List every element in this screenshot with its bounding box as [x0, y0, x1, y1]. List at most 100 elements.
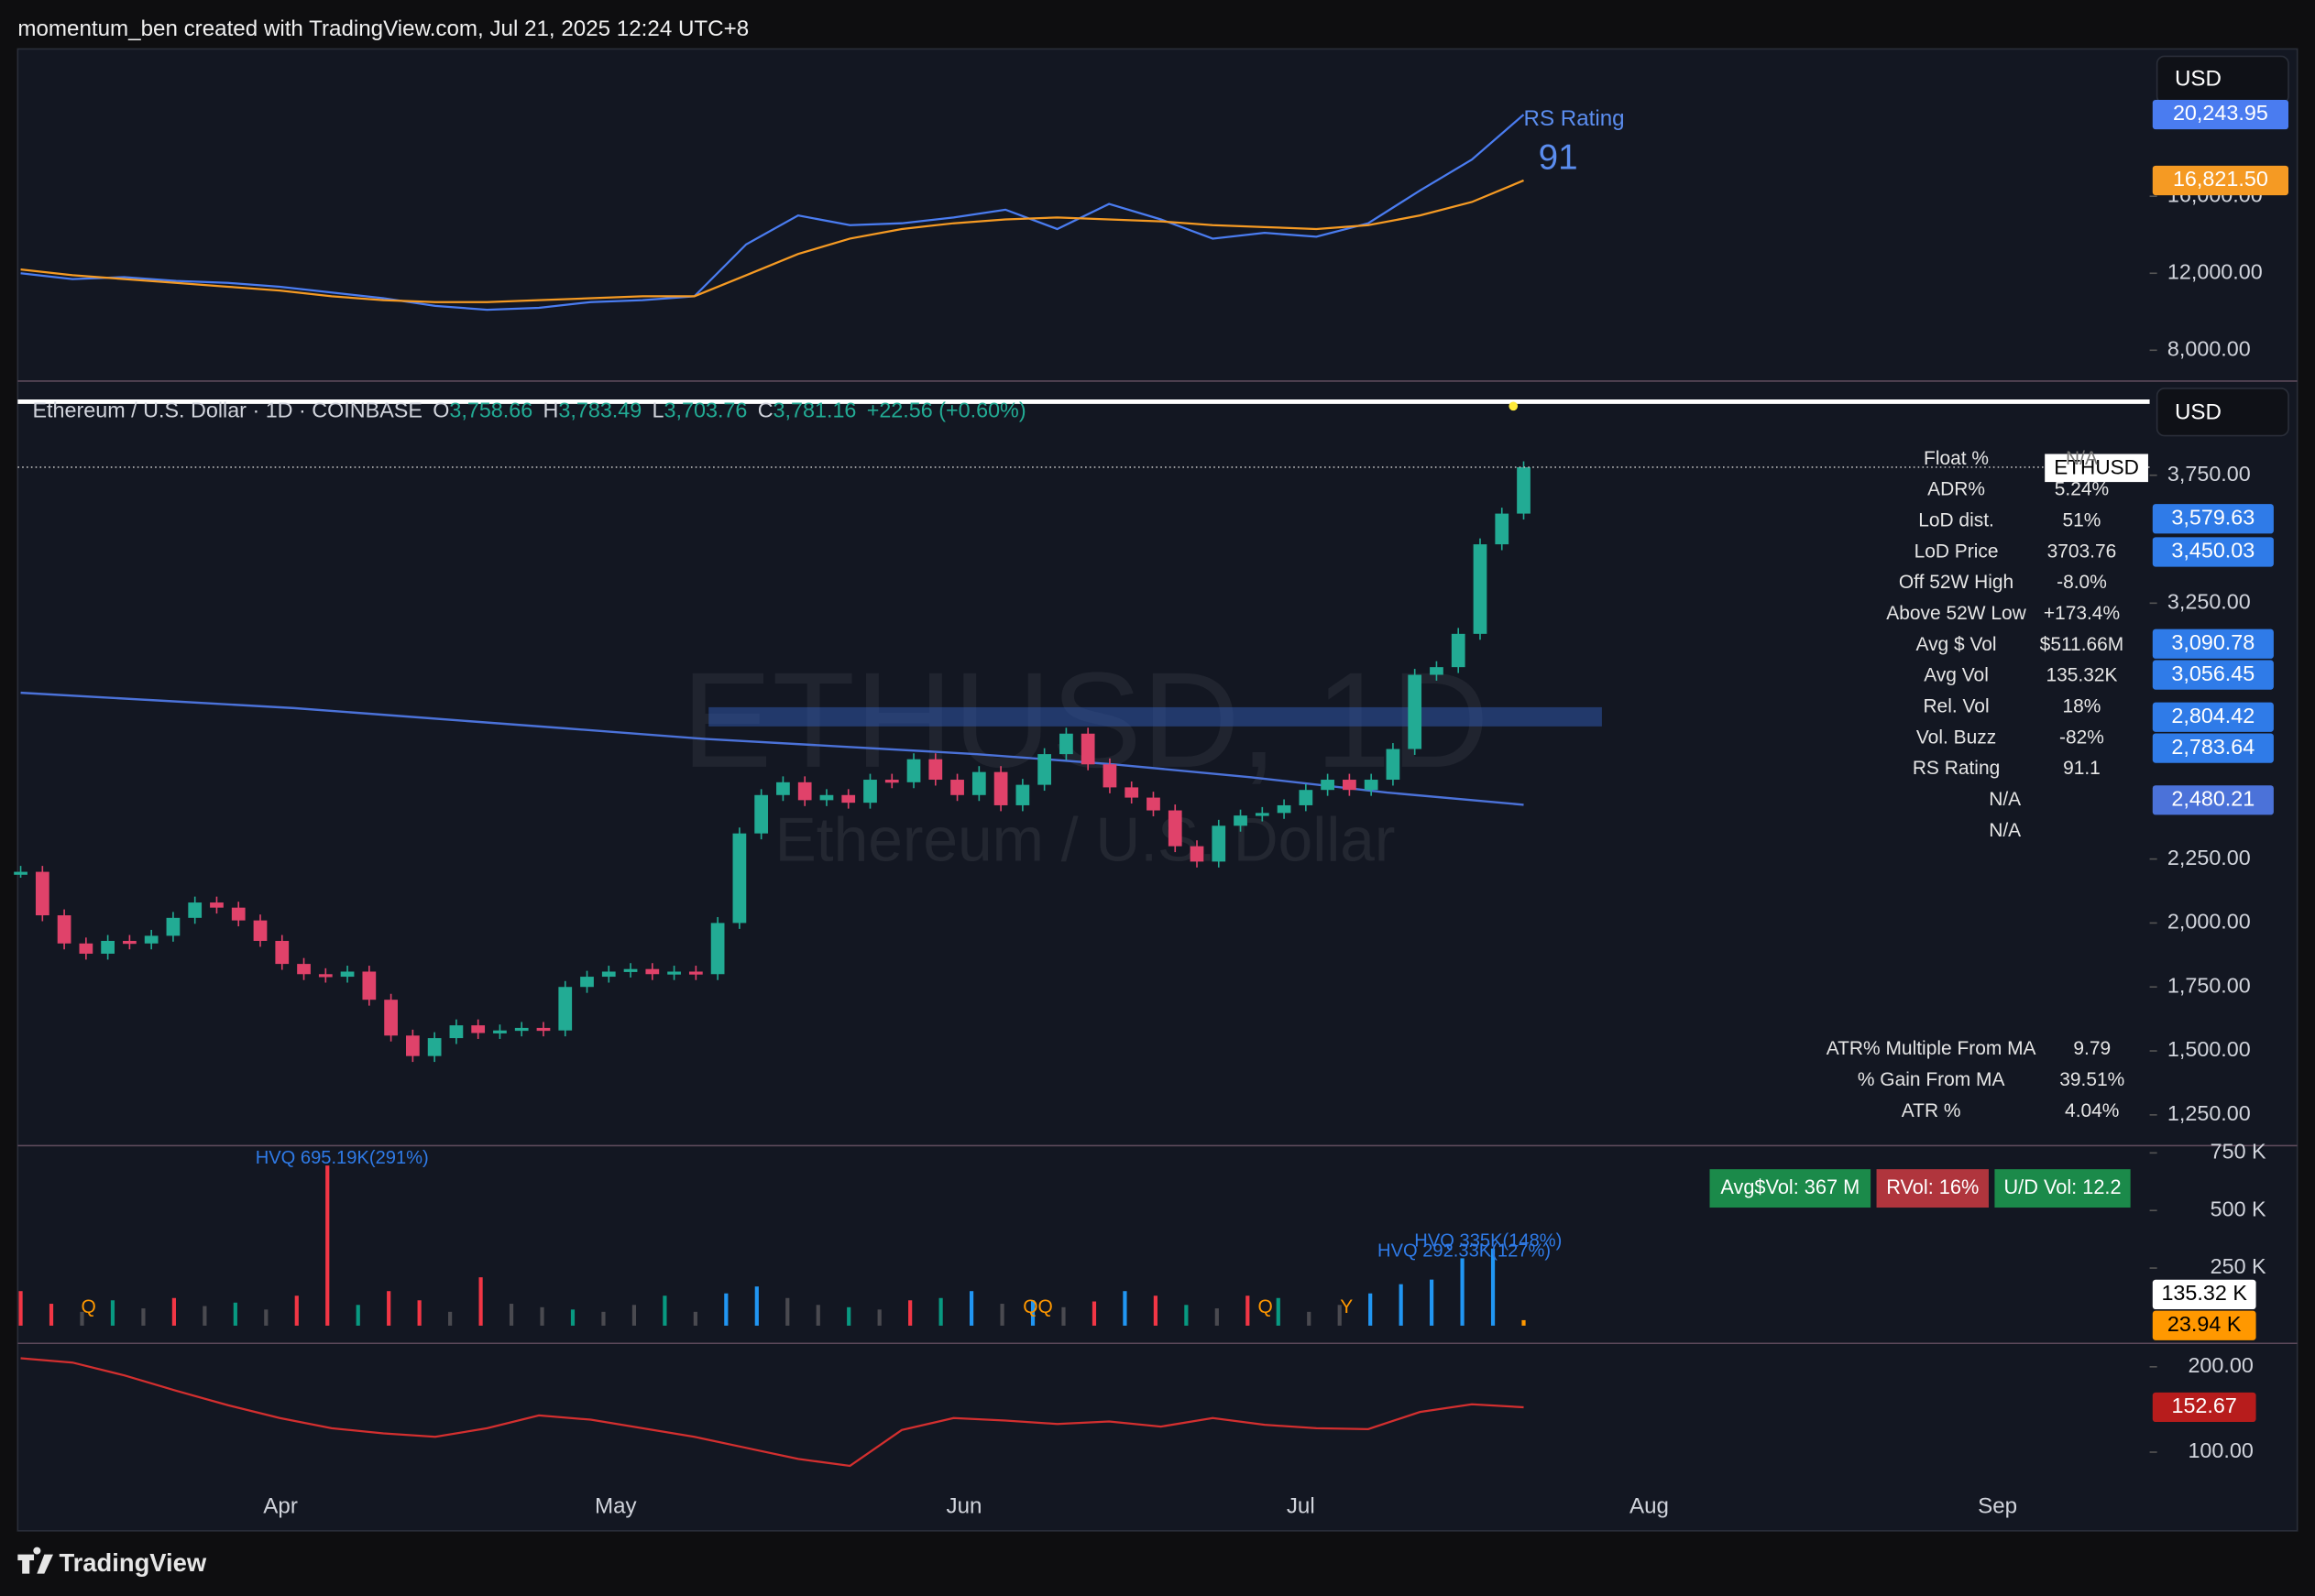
header-text: momentum_ben created with TradingView.co…	[17, 16, 749, 41]
candle	[1103, 764, 1117, 788]
usd-button[interactable]: USD	[2156, 55, 2289, 104]
volume-bar	[478, 1277, 483, 1326]
candle	[123, 940, 137, 945]
badge	[1709, 1169, 1871, 1208]
candle	[101, 940, 115, 954]
volume-bar	[663, 1295, 667, 1326]
volume-bar	[1490, 1248, 1496, 1326]
stat-value: 91.1	[2063, 758, 2101, 779]
volume-bar	[601, 1311, 606, 1326]
stat-label: Off 52W High	[1899, 572, 2013, 593]
stat-label: ADR%	[1927, 479, 1985, 500]
price-label-box	[2152, 785, 2274, 815]
x-tick-label: Jul	[1287, 1493, 1315, 1518]
candle	[667, 971, 681, 975]
price-label-box	[2152, 1279, 2256, 1310]
candle	[14, 871, 27, 875]
candle	[275, 940, 290, 965]
candle	[1147, 797, 1160, 811]
price-label: 3,579.63	[2171, 505, 2255, 529]
line-series	[20, 179, 1524, 303]
volume-bar	[938, 1297, 943, 1326]
y-tick-label: 8,000.00	[2167, 336, 2251, 360]
stat-value: 5.24%	[2055, 479, 2109, 500]
volume-bar	[509, 1304, 514, 1326]
volume-bar	[693, 1311, 697, 1326]
legend-part: +22.56 (+0.60%)	[867, 399, 1026, 422]
candle	[1473, 544, 1487, 634]
candle	[1277, 804, 1291, 814]
candle	[819, 794, 834, 801]
candle	[797, 782, 812, 801]
badge	[1994, 1169, 2131, 1208]
y-tick-label: 250 K	[2211, 1254, 2266, 1278]
candle	[732, 833, 747, 924]
symbol-box	[2045, 454, 2148, 483]
volume-bar	[1337, 1305, 1342, 1326]
brand: TradingView	[59, 1548, 206, 1577]
legend: Ethereum / U.S. Dollar · 1D · COINBASE O3…	[32, 399, 1026, 422]
volume-bar	[171, 1297, 176, 1326]
volume-bar	[141, 1308, 146, 1326]
button-label[interactable]: USD	[2175, 67, 2222, 92]
candle	[1408, 674, 1422, 749]
price-label-box	[2152, 504, 2274, 534]
earnings-marker: Y	[1340, 1296, 1353, 1317]
stat-value: 3703.76	[2047, 541, 2117, 562]
candle	[645, 968, 660, 975]
volume-bar	[1153, 1295, 1158, 1326]
y-tick-label: 3,250.00	[2167, 590, 2251, 614]
candle	[35, 871, 49, 916]
badge-text: Avg$Vol: 367 M	[1720, 1175, 1860, 1198]
stat-label: Rel. Vol	[1923, 695, 1989, 716]
stat-value: $511.66M	[2040, 634, 2124, 655]
volume-bar	[1430, 1279, 1434, 1326]
candle	[558, 987, 573, 1031]
stat-label: N/A	[1989, 820, 2021, 841]
volume-bar	[294, 1295, 299, 1326]
y-tick-label: 2,250.00	[2167, 846, 2251, 869]
candle	[384, 1000, 398, 1036]
volume-bar	[203, 1306, 207, 1326]
price-label-box	[2152, 733, 2274, 763]
volume-bar	[969, 1291, 974, 1326]
legend-part: H	[543, 399, 559, 422]
volume-bar	[80, 1311, 84, 1326]
watermark-sub: Ethereum / U.S. Dollar	[775, 806, 1396, 875]
volume-bar	[724, 1293, 729, 1326]
x-tick-label: Sep	[1978, 1493, 2017, 1518]
price-label: 3,056.45	[2171, 661, 2255, 685]
y-tick-label: 12,000.00	[2167, 259, 2263, 283]
candle	[514, 1027, 529, 1032]
stat-value: -82%	[2059, 727, 2104, 748]
candle	[1343, 780, 1356, 791]
button-label[interactable]: USD	[2175, 400, 2222, 425]
stat-label: Above 52W Low	[1886, 603, 2026, 624]
volume-bar	[356, 1305, 360, 1326]
candle	[950, 780, 964, 795]
event-dot	[1509, 401, 1519, 411]
price-label-box	[2152, 702, 2274, 732]
price-label: 2,480.21	[2171, 786, 2255, 810]
candle	[1517, 466, 1531, 514]
candle	[1495, 513, 1509, 545]
stat-value: 4.04%	[2065, 1100, 2119, 1121]
volume-bar	[1123, 1291, 1127, 1326]
button-box[interactable]	[2156, 388, 2289, 437]
volume-bar	[1399, 1284, 1403, 1326]
legend-part: Ethereum / U.S. Dollar · 1D · COINBASE	[32, 399, 422, 422]
volume-bar	[1214, 1308, 1219, 1326]
candle	[1125, 787, 1139, 798]
candle	[1386, 749, 1400, 781]
candle	[1299, 790, 1313, 805]
x-tick-label: Jun	[946, 1493, 982, 1518]
volume-bar	[1061, 1306, 1066, 1326]
candle	[210, 902, 224, 908]
volume-bar	[631, 1305, 637, 1326]
volume-bar	[49, 1304, 54, 1326]
candle	[362, 971, 377, 1000]
usd-button[interactable]: USD	[2156, 388, 2289, 437]
candle	[688, 971, 703, 975]
candle	[841, 794, 856, 803]
